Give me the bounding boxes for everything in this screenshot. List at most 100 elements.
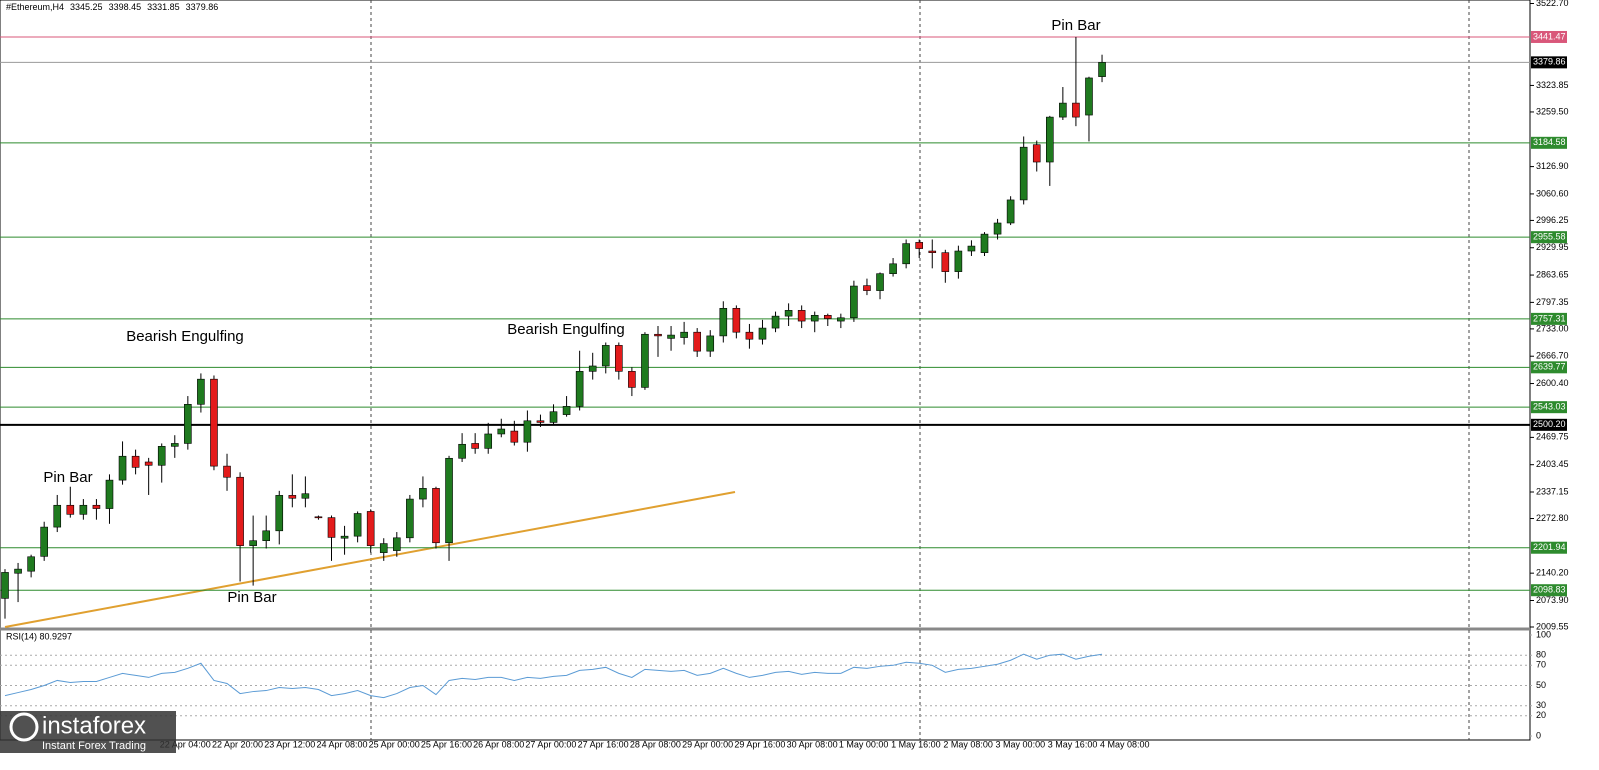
x-tick-label: 29 Apr 00:00 xyxy=(682,739,733,749)
candle-body xyxy=(131,455,140,468)
candle-body xyxy=(1098,62,1106,77)
annotation: Bearish Engulfing xyxy=(126,328,244,345)
candle-body xyxy=(745,331,754,340)
candle-body xyxy=(392,537,401,551)
plot-frame xyxy=(0,0,1531,741)
x-tick-label: 23 Apr 12:00 xyxy=(264,739,315,749)
candle-body xyxy=(967,245,976,252)
candle-body xyxy=(810,315,819,322)
candle-body xyxy=(876,273,884,291)
candle-body xyxy=(693,331,701,352)
y-tick-label: 2469.75 xyxy=(1536,432,1569,442)
candle-body xyxy=(379,543,388,553)
y-tick-label: 2009.55 xyxy=(1536,621,1569,631)
candle-body xyxy=(771,315,780,329)
x-tick-label: 30 Apr 08:00 xyxy=(787,739,838,749)
ohlc: 3345.25 3398.45 3331.85 3379.86 xyxy=(70,2,218,12)
level-label-box xyxy=(1531,584,1567,597)
candle-body xyxy=(1059,102,1067,118)
level-label: 2543.03 xyxy=(1533,402,1566,412)
y-tick-label: 2666.70 xyxy=(1536,351,1569,361)
candle-body xyxy=(758,327,767,340)
candle-body xyxy=(562,406,571,415)
candle-body xyxy=(667,334,675,339)
x-tick-label: 26 Apr 08:00 xyxy=(473,739,524,749)
candle-body xyxy=(184,404,192,444)
level-label: 2639.77 xyxy=(1533,362,1566,372)
candle-body xyxy=(1072,102,1080,118)
candle-body xyxy=(1032,144,1041,163)
candle-body xyxy=(301,493,310,499)
candle-body xyxy=(1019,146,1028,201)
level-label: 2500.20 xyxy=(1533,419,1566,429)
y-tick-label: 3259.50 xyxy=(1536,106,1569,116)
ohlc-value: 3398.45 xyxy=(109,2,142,12)
x-tick-label: 29 Apr 16:00 xyxy=(734,739,785,749)
level-label-box xyxy=(1531,231,1567,244)
level-label-box xyxy=(1531,312,1567,325)
x-tick-label: 24 Apr 08:00 xyxy=(316,739,367,749)
y-tick-label: 2272.80 xyxy=(1536,513,1569,523)
candle-body xyxy=(105,479,114,509)
level-label: 2757.31 xyxy=(1533,313,1566,323)
candle-body xyxy=(628,371,636,388)
annotation: Pin Bar xyxy=(43,469,92,486)
candle-body xyxy=(1085,77,1093,116)
candle-body xyxy=(327,517,336,538)
candle-body xyxy=(641,333,649,388)
y-tick-label: 50 xyxy=(1536,680,1546,690)
candle-body xyxy=(549,411,558,423)
candle-body xyxy=(432,488,440,544)
logo-icon xyxy=(9,712,39,742)
y-tick-label: 3060.60 xyxy=(1536,188,1569,198)
level-label: 3379.86 xyxy=(1533,57,1566,67)
x-tick-label: 28 Apr 08:00 xyxy=(630,739,681,749)
candle-body xyxy=(366,511,375,546)
level-label-box xyxy=(1531,30,1567,43)
candle-body xyxy=(458,443,466,459)
y-tick-label: 2337.15 xyxy=(1536,486,1569,496)
candle-body xyxy=(157,446,166,466)
candle-body xyxy=(601,345,610,367)
annotation: Pin Bar xyxy=(1051,17,1100,34)
level-label: 2201.94 xyxy=(1533,542,1566,552)
level-label: 3441.47 xyxy=(1533,31,1566,41)
candle-body xyxy=(353,513,362,537)
candle-body xyxy=(445,457,453,544)
x-tick-label: 22 Apr 20:00 xyxy=(212,739,263,749)
candle-body xyxy=(784,310,793,317)
candle-body xyxy=(850,285,858,319)
ohlc-value: 3331.85 xyxy=(147,2,180,12)
candle-body xyxy=(340,535,349,539)
y-tick-label: 20 xyxy=(1536,710,1546,720)
candle-body xyxy=(523,420,532,443)
candle-body xyxy=(497,428,506,435)
y-tick-label: 2600.40 xyxy=(1536,378,1569,388)
y-tick-label: 2996.25 xyxy=(1536,215,1569,225)
y-tick-label: 2797.35 xyxy=(1536,297,1569,307)
candle-body xyxy=(1,572,9,599)
y-tick-label: 100 xyxy=(1536,629,1551,639)
y-tick-label: 30 xyxy=(1536,700,1546,710)
level-label: 2098.83 xyxy=(1533,585,1566,595)
ohlc-value: 3345.25 xyxy=(70,2,103,12)
annotation: Pin Bar xyxy=(227,589,276,606)
candle-body xyxy=(484,433,493,449)
candle-body xyxy=(1006,199,1015,224)
plot: 3522.70 3323.85 3259.50 3126.90 3060.60 2996.… xyxy=(0,0,1569,749)
candle-body xyxy=(941,252,950,272)
candle-body xyxy=(719,307,728,337)
candle-body xyxy=(419,488,427,500)
y-tick-label: 0 xyxy=(1536,730,1541,740)
y-tick-label: 2863.65 xyxy=(1536,269,1569,279)
x-tick-label: 27 Apr 16:00 xyxy=(578,739,629,749)
level-label-box xyxy=(1531,418,1567,431)
candle-body xyxy=(654,333,662,337)
y-tick-label: 2140.20 xyxy=(1536,568,1569,578)
candle-body xyxy=(915,242,924,249)
candle-body xyxy=(928,250,937,253)
y-tick-label: 70 xyxy=(1536,660,1546,670)
x-tick-label: 22 Apr 04:00 xyxy=(160,739,211,749)
trend-line xyxy=(4,491,736,628)
